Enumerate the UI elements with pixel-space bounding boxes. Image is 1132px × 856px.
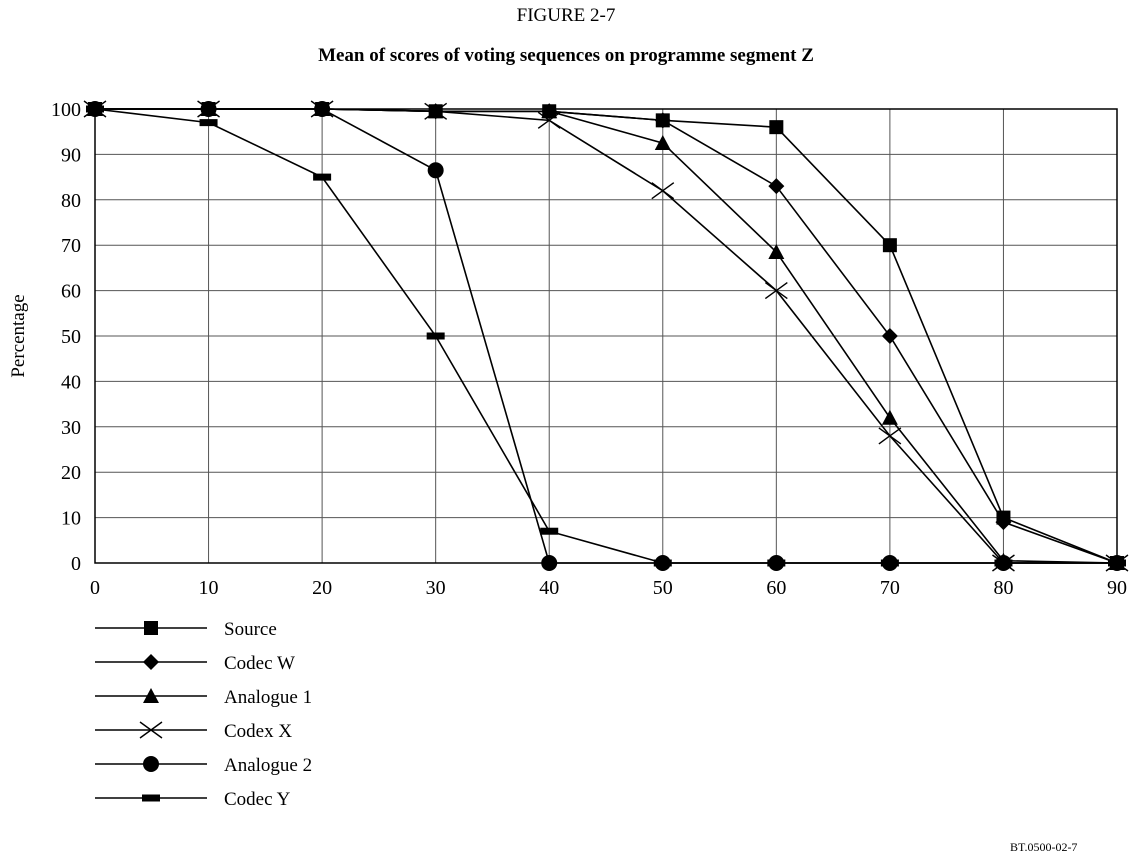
data-point-diamond [654, 112, 671, 129]
x-tick-label: 60 [766, 577, 786, 599]
legend-label: Source [224, 619, 277, 640]
data-point-diamond [995, 514, 1012, 531]
data-point-circle [143, 756, 159, 772]
data-point-x [878, 427, 902, 445]
data-point-dash [767, 559, 786, 567]
data-point-dash [199, 119, 218, 127]
data-point-triangle [143, 688, 159, 703]
y-axis-label: Percentage [8, 294, 29, 377]
y-tick-label: 10 [61, 508, 81, 530]
data-point-dash [540, 527, 559, 535]
y-tick-label: 20 [61, 462, 81, 484]
data-point-dash [880, 559, 899, 567]
y-tick-label: 90 [61, 144, 81, 166]
data-point-dash [86, 105, 104, 113]
data-point-x [764, 282, 788, 300]
data-point-circle [200, 101, 217, 117]
data-point-dash [1108, 559, 1126, 567]
data-point-circle [541, 555, 558, 571]
figure-number: FIGURE 2-7 [516, 5, 616, 26]
data-point-x [537, 111, 561, 129]
y-tick-label: 40 [61, 371, 81, 393]
data-point-square [769, 120, 784, 135]
legend-item-codec-y: Codec Y [95, 789, 291, 810]
data-point-circle [314, 101, 331, 117]
x-tick-label: 50 [653, 577, 673, 599]
legend-item-codex-x: Codex X [95, 721, 292, 742]
data-point-x [424, 102, 448, 120]
x-tick-label: 20 [312, 577, 332, 599]
x-tick-label: 30 [426, 577, 446, 599]
y-tick-label: 100 [51, 99, 81, 121]
y-axis-ticks: 0 10 20 30 40 50 60 70 80 90 100 [51, 99, 81, 575]
data-point-x [651, 182, 675, 200]
y-tick-label: 0 [71, 553, 81, 575]
y-tick-label: 60 [61, 281, 81, 303]
x-tick-label: 70 [880, 577, 900, 599]
data-point-square [882, 238, 897, 253]
y-tick-label: 50 [61, 326, 81, 348]
series-codec-y [86, 105, 1126, 567]
data-point-dash [994, 559, 1013, 567]
y-tick-label: 30 [61, 417, 81, 439]
data-point-dash [426, 332, 445, 340]
y-tick-label: 70 [61, 235, 81, 257]
chart-title: Mean of scores of voting sequences on pr… [318, 45, 814, 66]
data-point-circle [427, 162, 444, 179]
legend-item-source: Source [95, 619, 277, 640]
legend-label: Analogue 1 [224, 687, 312, 708]
data-point-diamond [768, 178, 785, 195]
y-tick-label: 80 [61, 190, 81, 212]
x-tick-label: 90 [1107, 577, 1127, 599]
legend-item-codec-w: Codec W [95, 653, 295, 674]
legend-label: Codec W [224, 653, 295, 674]
data-point-diamond [881, 328, 898, 344]
data-point-x [139, 721, 163, 739]
x-tick-label: 80 [993, 577, 1013, 599]
x-tick-label: 0 [90, 577, 100, 599]
grid-lines [94, 108, 1118, 564]
legend-label: Analogue 2 [224, 755, 312, 776]
data-point-triangle [654, 135, 671, 151]
data-point-triangle [768, 244, 785, 260]
x-tick-label: 10 [199, 577, 219, 599]
legend: Source Codec W Analogue 1 Codex X Analogue 2… [95, 619, 312, 810]
x-tick-label: 40 [539, 577, 559, 599]
data-point-triangle [541, 103, 558, 119]
series-layer [83, 100, 1129, 572]
series-line-codec-y [94, 108, 1117, 564]
legend-label: Codex X [224, 721, 292, 742]
data-point-square [144, 621, 158, 635]
legend-item-analogue-2: Analogue 2 [95, 755, 312, 776]
data-point-triangle [881, 409, 898, 425]
data-point-diamond [143, 654, 159, 670]
x-axis-ticks: 0 10 20 30 40 50 60 70 80 90 [90, 577, 1127, 599]
data-point-dash [313, 173, 332, 181]
data-point-dash [653, 559, 672, 567]
reference-code: BT.0500-02-7 [1010, 840, 1078, 854]
legend-item-analogue-1: Analogue 1 [95, 687, 312, 708]
data-point-dash [142, 794, 160, 802]
legend-label: Codec Y [224, 789, 291, 810]
